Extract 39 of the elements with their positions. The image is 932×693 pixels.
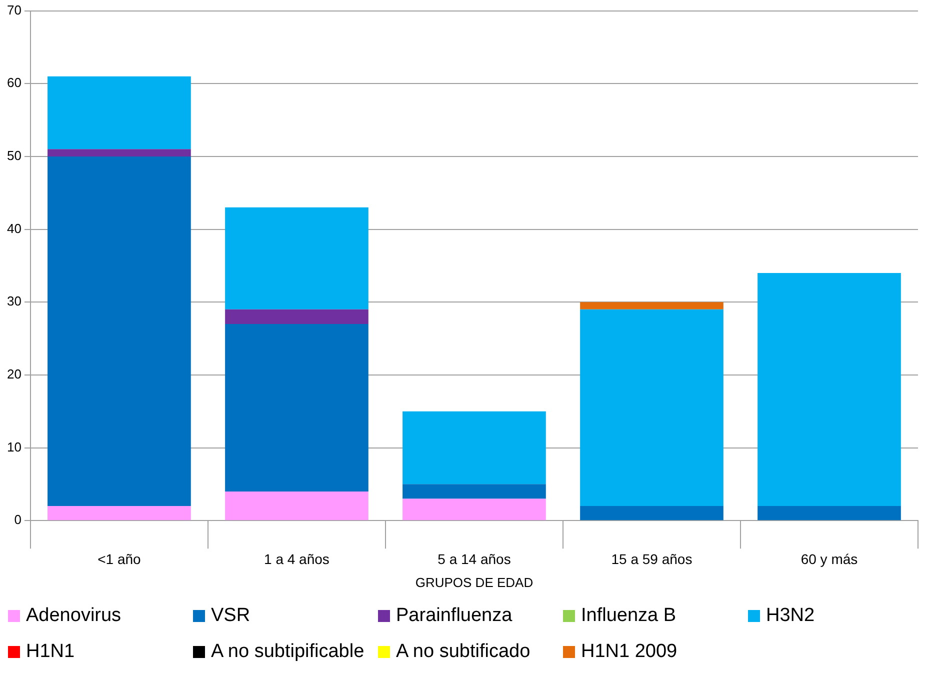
y-tick-label: 10 (6, 439, 22, 454)
bar (758, 272, 901, 506)
bar (225, 309, 368, 324)
x-tick-label: 60 y más (800, 550, 858, 567)
y-tick-label: 30 (6, 294, 22, 309)
bar (48, 149, 191, 156)
bar (402, 498, 546, 520)
x-tick-label: 15 a 59 años (611, 550, 692, 567)
bar (580, 506, 724, 520)
x-tick-label: 1 a 4 años (264, 550, 330, 567)
bar (580, 309, 724, 506)
bar (402, 411, 546, 484)
x-tick-label: <1 año (98, 550, 142, 567)
legend-label: H3N2 (765, 605, 816, 627)
legend-label: Adenovirus (25, 605, 122, 627)
bar (402, 484, 546, 499)
legend-label: Parainfluenza (395, 605, 514, 627)
legend-label: A no subtificado (395, 641, 532, 663)
y-tick-label: 20 (6, 366, 22, 382)
legend-label: VSR (210, 605, 252, 627)
bar (225, 491, 368, 520)
legend-label: A no subtipificable (210, 641, 366, 663)
y-tick-label: 60 (6, 75, 22, 90)
bar (48, 76, 191, 150)
bar (48, 506, 191, 520)
y-tick-label: 0 (14, 512, 22, 528)
legend-label: H1N1 (25, 641, 76, 663)
y-tick-label: 50 (6, 148, 22, 164)
bar (580, 302, 724, 310)
x-axis-title: GRUPOS DE EDAD (415, 574, 534, 590)
y-tick-label: 40 (6, 220, 22, 236)
bar (225, 207, 368, 310)
bar (225, 324, 368, 492)
bar (758, 506, 901, 520)
bar (48, 156, 191, 506)
legend-label: Influenza B (580, 605, 678, 627)
y-tick-label: 70 (6, 2, 22, 18)
legend-label: H1N1 2009 (580, 641, 678, 663)
x-tick-label: 5 a 14 años (438, 550, 511, 567)
